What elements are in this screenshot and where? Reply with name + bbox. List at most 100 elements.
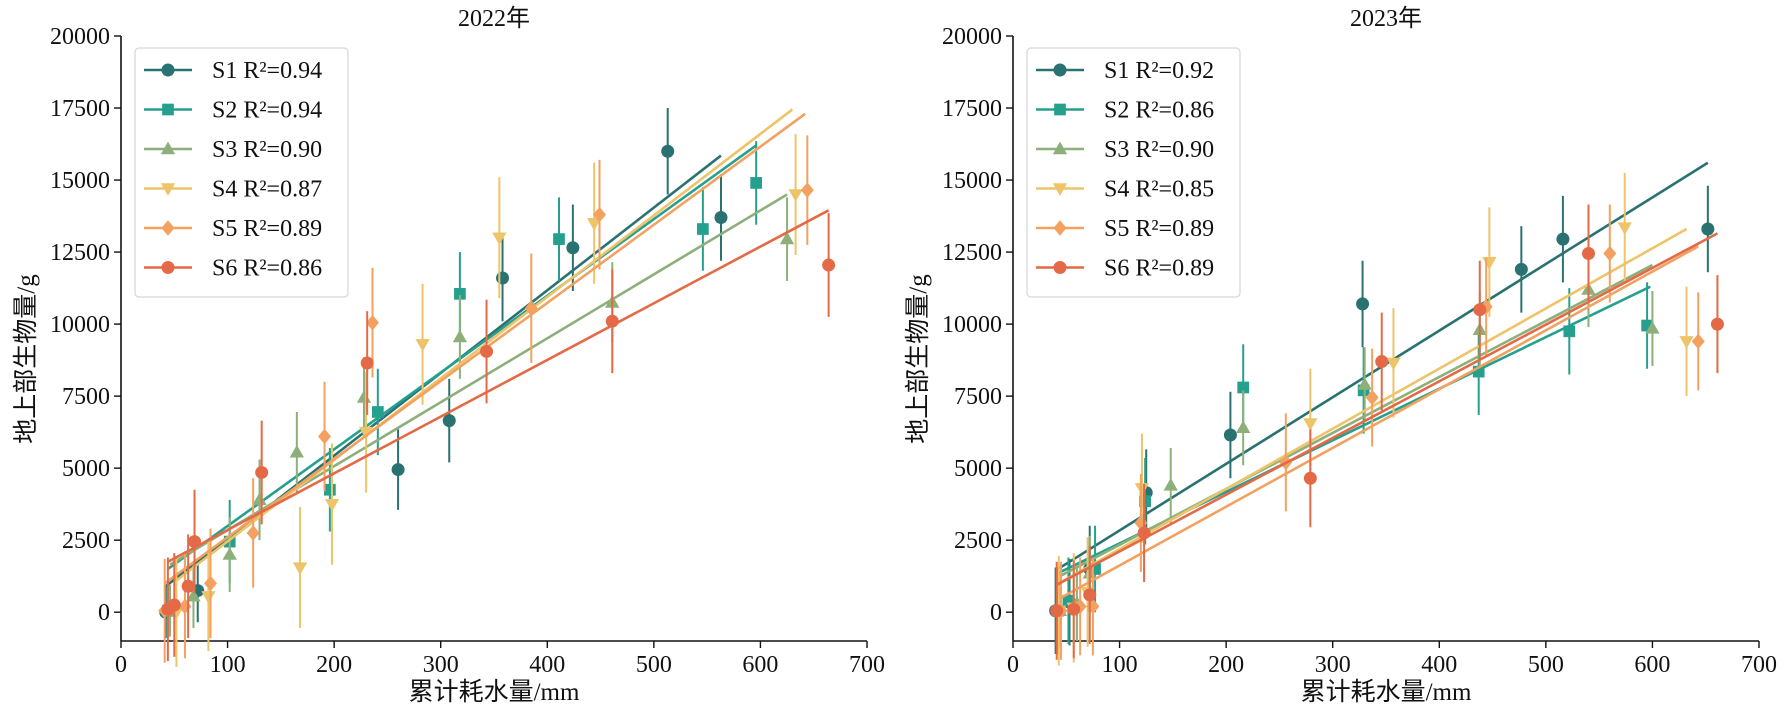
data-point	[714, 211, 728, 224]
legend-label: S2 R²=0.86	[1104, 98, 1214, 124]
data-point	[1223, 428, 1237, 442]
data-point	[360, 356, 374, 370]
data-point	[593, 206, 607, 223]
data-point	[492, 232, 507, 246]
data-point	[1073, 598, 1087, 615]
y-tick-label: 0	[990, 600, 1002, 626]
data-point	[186, 588, 201, 602]
legend-label: S1 R²=0.94	[212, 58, 322, 84]
data-point	[324, 483, 336, 496]
y-tick-label: 12500	[50, 240, 110, 266]
data-point	[1710, 317, 1724, 331]
data-point	[1050, 604, 1064, 618]
x-tick-label: 700	[849, 652, 885, 678]
data-point	[371, 406, 384, 418]
data-point	[1357, 377, 1372, 390]
data-point	[204, 575, 218, 592]
legend-marker	[160, 141, 176, 155]
data-point	[496, 271, 510, 285]
y-tick-label: 10000	[50, 312, 110, 338]
data-point	[1139, 495, 1151, 508]
data-point	[415, 339, 430, 352]
data-point	[1679, 336, 1694, 349]
legend-item-s2: S2 R²=0.94	[144, 98, 322, 124]
legend-item-s6: S6 R²=0.86	[144, 256, 322, 282]
data-point	[1236, 420, 1251, 434]
panel-title: 2023年	[1350, 5, 1422, 32]
data-point	[697, 223, 709, 235]
data-point	[661, 144, 675, 158]
y-tick-label: 7500	[954, 384, 1002, 410]
legend-item-s3: S3 R²=0.90	[1036, 137, 1214, 163]
legend-marker	[1052, 141, 1068, 155]
panel-2022: 2022年 累计耗水量/mm 地上部生物量/g 0 100 200 300 400 500…	[12, 5, 885, 706]
legend: S1 R²=0.92 S2 R²=0.86 S3 R²=0.90 S4 R²=0.85…	[1026, 47, 1241, 298]
data-point	[1303, 418, 1318, 431]
legend-marker	[161, 261, 175, 274]
x-tick-label: 600	[1634, 652, 1670, 678]
fit-line	[167, 144, 757, 571]
data-point	[358, 426, 374, 440]
x-tick-label: 100	[210, 652, 246, 678]
data-point	[524, 300, 538, 317]
data-point	[779, 231, 795, 245]
x-tick-label: 400	[1421, 652, 1457, 678]
legend-item-s4: S4 R²=0.85	[1036, 177, 1214, 203]
series-s6	[161, 209, 836, 662]
legend-label: S5 R²=0.89	[1104, 216, 1214, 242]
legend-label: S4 R²=0.85	[1104, 177, 1214, 203]
data-point	[1357, 384, 1370, 397]
data-point	[1617, 222, 1632, 236]
data-point	[1089, 563, 1101, 575]
data-point	[452, 329, 468, 343]
data-point	[1479, 299, 1493, 315]
data-point	[1137, 526, 1151, 540]
series-s5	[1054, 204, 1705, 660]
series-s4	[169, 108, 803, 667]
legend-marker	[161, 63, 175, 77]
axes: 0 100 200 300 400 500 600 700 0 2500 5000 7500 10000…	[942, 24, 1777, 678]
data-point	[1375, 355, 1389, 369]
y-tick-label: 15000	[50, 168, 110, 194]
legend-label: S5 R²=0.89	[212, 216, 322, 242]
legend-label: S1 R²=0.92	[1104, 58, 1214, 84]
data-point	[188, 535, 202, 549]
legend-label: S3 R²=0.90	[1104, 137, 1214, 163]
y-tick-label: 5000	[62, 456, 110, 482]
legend-label: S2 R²=0.94	[212, 98, 322, 124]
legend-item-s2: S2 R²=0.86	[1036, 98, 1214, 124]
data-point	[800, 182, 814, 198]
x-tick-label: 400	[529, 652, 565, 678]
data-point	[788, 189, 803, 202]
data-point	[1701, 222, 1715, 236]
x-tick-label: 500	[636, 652, 672, 678]
legend-item-s1: S1 R²=0.94	[144, 58, 322, 84]
series-s6	[1050, 204, 1724, 660]
data-point	[1237, 381, 1250, 394]
data-point	[1472, 365, 1485, 378]
data-point	[201, 591, 216, 604]
x-tick-label: 100	[1102, 652, 1138, 678]
data-point	[1163, 477, 1178, 491]
data-point	[1603, 245, 1617, 262]
data-point	[566, 241, 580, 255]
y-tick-label: 5000	[954, 456, 1002, 482]
x-tick-label: 300	[423, 652, 459, 678]
data-point	[1062, 594, 1075, 607]
legend-marker	[1053, 261, 1067, 274]
panel-2023: 2023年 累计耗水量/mm 地上部生物量/g 0 100 200 300 400 500…	[904, 5, 1777, 706]
legend-marker	[1054, 103, 1066, 116]
data-point	[1563, 325, 1576, 338]
data-point	[1386, 357, 1401, 371]
data-point	[480, 344, 494, 358]
legend-marker	[160, 183, 176, 196]
data-point	[292, 562, 308, 576]
legend-marker	[1053, 220, 1067, 236]
data-point	[178, 598, 192, 615]
legend-label: S6 R²=0.86	[212, 256, 322, 282]
data-point	[324, 498, 340, 512]
x-tick-label: 200	[316, 652, 352, 678]
x-tick-label: 500	[1528, 652, 1564, 678]
data-point	[1303, 471, 1317, 485]
